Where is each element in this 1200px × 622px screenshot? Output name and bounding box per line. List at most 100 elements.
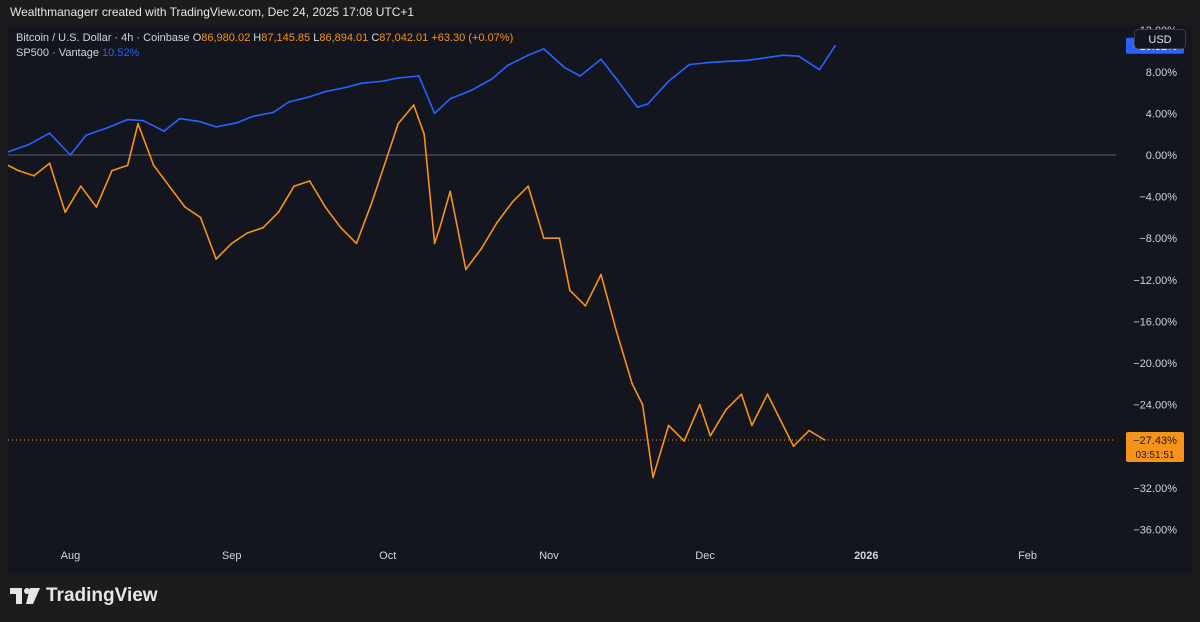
btc-point-14 xyxy=(215,258,217,260)
btc-point-54 xyxy=(776,414,779,416)
btc-point-47 xyxy=(683,440,686,442)
x-tick-label: Oct xyxy=(379,550,396,562)
btc-point-3 xyxy=(48,162,51,165)
sp500-point-39 xyxy=(724,60,727,63)
btc-point-20 xyxy=(308,180,311,182)
sp500-point-23 xyxy=(433,112,436,115)
sp500-point-38 xyxy=(709,61,712,64)
sp500-point-32 xyxy=(600,58,602,61)
y-tick-label: 4.00% xyxy=(1146,108,1177,120)
btc-point-23 xyxy=(355,242,358,245)
btc-point-40 xyxy=(584,304,587,307)
btc-point-27 xyxy=(412,104,415,106)
legend-symbol[interactable]: Bitcoin / U.S. Dollar · 4h · Coinbase xyxy=(16,32,190,44)
btc-point-29 xyxy=(433,242,436,245)
btc-point-33 xyxy=(480,247,483,250)
sp500-point-37 xyxy=(688,63,691,66)
sp500-point-41 xyxy=(761,57,764,60)
x-tick-label: Dec xyxy=(695,550,715,562)
btc-series-line xyxy=(8,104,826,479)
btc-point-42 xyxy=(615,330,618,333)
btc-point-19 xyxy=(293,185,296,188)
x-tick-label: Nov xyxy=(539,550,559,562)
btc-price-tag xyxy=(1126,431,1184,462)
legend-compare-value: 10.52% xyxy=(102,47,140,59)
btc-point-38 xyxy=(558,237,561,240)
sp500-point-11 xyxy=(215,126,217,128)
currency-button[interactable]: USD xyxy=(1134,29,1186,49)
btc-point-48 xyxy=(698,403,701,406)
tradingview-logo-icon xyxy=(10,588,40,604)
x-tick-label: Aug xyxy=(61,550,81,562)
legend-low-value: 86,894.01 xyxy=(319,32,369,44)
sp500-point-19 xyxy=(360,82,363,85)
y-tick-label: −12.00% xyxy=(1133,275,1177,287)
sp500-point-21 xyxy=(397,77,400,79)
comparison-line-chart[interactable]: 12.00%8.00%4.00%0.00%−4.00%−8.00%−12.00%… xyxy=(8,25,1192,575)
btc-point-53 xyxy=(766,393,769,396)
sp500-point-18 xyxy=(345,86,348,89)
btc-point-34 xyxy=(496,221,498,224)
sp500-point-31 xyxy=(579,75,582,77)
legend-high-label: H xyxy=(253,32,262,44)
legend-compare-symbol[interactable]: SP500 · Vantage xyxy=(16,47,99,59)
btc-point-8 xyxy=(126,164,129,167)
y-tick-label: −8.00% xyxy=(1139,233,1177,245)
btc-point-16 xyxy=(246,232,249,234)
btc-point-45 xyxy=(652,476,654,479)
btc-point-12 xyxy=(183,206,186,208)
btc-point-52 xyxy=(750,424,753,427)
x-tick-label: Feb xyxy=(1018,550,1037,562)
sp500-point-24 xyxy=(449,97,452,100)
sp500-point-15 xyxy=(288,101,290,103)
btc-point-1 xyxy=(17,169,20,172)
sp500-point-7 xyxy=(142,119,145,122)
sp500-point-12 xyxy=(235,121,238,124)
btc-price-tag-label: −27.43% xyxy=(1133,435,1177,447)
sp500-point-6 xyxy=(126,118,129,121)
y-tick-label: 0.00% xyxy=(1146,150,1177,162)
sp500-point-2 xyxy=(48,132,51,135)
sp500-point-43 xyxy=(797,55,800,58)
y-tick-label: −24.00% xyxy=(1133,400,1177,412)
y-tick-label: −20.00% xyxy=(1133,358,1177,370)
btc-point-46 xyxy=(667,424,670,427)
sp500-point-29 xyxy=(542,48,545,50)
btc-point-17 xyxy=(261,226,264,229)
btc-point-36 xyxy=(527,185,530,188)
tradingview-brand[interactable]: TradingView xyxy=(10,582,158,610)
y-tick-label: 8.00% xyxy=(1146,67,1177,79)
legend-close-label: C xyxy=(371,32,380,44)
chart-legend: Bitcoin / U.S. Dollar · 4h · Coinbase O8… xyxy=(16,31,513,61)
sp500-point-5 xyxy=(105,127,108,129)
legend-high-value: 87,145.85 xyxy=(261,32,311,44)
btc-point-21 xyxy=(324,206,327,208)
btc-point-13 xyxy=(199,216,202,219)
btc-point-37 xyxy=(542,237,545,240)
brand-name: TradingView xyxy=(46,585,158,606)
btc-point-18 xyxy=(277,211,280,214)
sp500-point-25 xyxy=(470,89,472,92)
btc-point-5 xyxy=(79,185,82,188)
btc-point-22 xyxy=(340,226,342,229)
chart-area[interactable]: 12.00%8.00%4.00%0.00%−4.00%−8.00%−12.00%… xyxy=(8,25,1192,575)
btc-point-55 xyxy=(792,445,795,448)
btc-point-32 xyxy=(464,268,467,271)
sp500-point-35 xyxy=(646,103,649,105)
y-tick-label: −4.00% xyxy=(1139,192,1177,204)
btc-point-31 xyxy=(449,190,452,193)
sp500-point-8 xyxy=(163,130,165,132)
sp500-point-10 xyxy=(199,120,202,123)
btc-point-6 xyxy=(95,206,98,208)
sp500-point-16 xyxy=(308,95,311,98)
btc-point-0 xyxy=(8,164,9,167)
y-tick-label: −36.00% xyxy=(1133,524,1177,536)
legend-change: +63.30 (+0.07%) xyxy=(431,32,514,44)
x-tick-label: 2026 xyxy=(854,550,878,562)
btc-point-44 xyxy=(641,403,644,406)
sp500-point-0 xyxy=(8,150,9,153)
sp500-point-45 xyxy=(834,44,836,47)
sp500-point-9 xyxy=(178,117,181,120)
sp500-point-27 xyxy=(506,64,509,67)
btc-point-41 xyxy=(600,273,602,276)
